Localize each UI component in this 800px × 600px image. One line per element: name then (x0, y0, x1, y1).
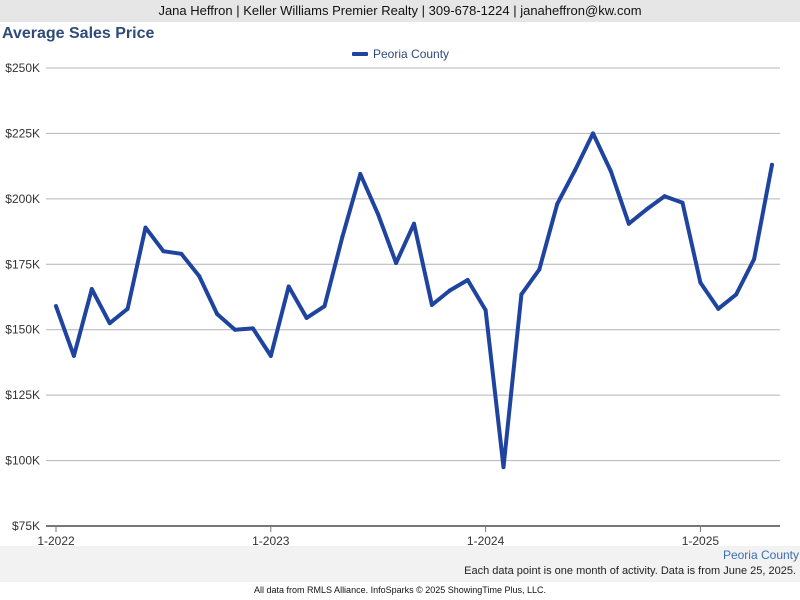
data-point (626, 221, 631, 226)
line-chart: $75K $100K $125K $150K $175K $200K $225K $250K 1… (5, 61, 780, 546)
contact-header: Jana Heffron | Keller Williams Premier R… (0, 0, 800, 22)
chart-footer-band (0, 546, 800, 582)
data-point (429, 302, 434, 307)
data-point (537, 267, 542, 272)
data-point (483, 308, 488, 313)
y-tick-label: $75K (12, 519, 40, 533)
data-point (394, 260, 399, 265)
x-tick-label: 1-2022 (37, 534, 75, 546)
data-point (591, 131, 595, 136)
data-point (358, 171, 363, 176)
data-point (233, 327, 237, 332)
data-point (197, 274, 202, 279)
data-point (304, 315, 309, 320)
data-point (322, 304, 327, 309)
data-point (501, 465, 506, 470)
data-point (107, 321, 112, 326)
legend-swatch (352, 52, 368, 56)
data-point (698, 280, 703, 285)
data-point (662, 194, 667, 199)
x-tick-label: 1-2025 (682, 534, 720, 546)
chart-title: Average Sales Price (2, 25, 155, 42)
y-tick-label: $175K (5, 257, 40, 271)
data-point (412, 221, 416, 226)
data-point (465, 277, 470, 282)
data-point (752, 257, 757, 262)
series-line (54, 131, 774, 470)
data-point (555, 202, 560, 207)
data-point (125, 306, 130, 311)
data-point (716, 306, 721, 311)
data-point (143, 225, 148, 230)
data-point (340, 234, 345, 239)
x-tick-label: 1-2023 (252, 534, 290, 546)
y-tick-label: $225K (5, 126, 40, 140)
data-point (54, 304, 58, 309)
data-credit: All data from RMLS Alliance. InfoSparks … (254, 585, 546, 595)
region-label: Peoria County (722, 548, 799, 562)
data-point (680, 200, 685, 205)
data-point (250, 326, 255, 331)
data-point (179, 251, 184, 256)
data-point (770, 162, 774, 167)
y-tick-label: $150K (5, 323, 40, 337)
data-point (734, 292, 739, 297)
data-point (215, 312, 220, 317)
x-tick-label: 1-2024 (467, 534, 505, 546)
data-point (376, 212, 381, 217)
data-point (608, 169, 613, 174)
y-tick-label: $100K (5, 454, 40, 468)
y-tick-label: $250K (5, 61, 40, 75)
data-point (644, 207, 649, 212)
y-tick-label: $200K (5, 192, 40, 206)
data-note: Each data point is one month of activity… (464, 565, 796, 577)
data-point (161, 249, 166, 254)
data-point (286, 284, 291, 289)
chart-legend: Peoria County (352, 46, 449, 62)
data-point (447, 288, 452, 293)
data-point (89, 287, 94, 292)
data-point (519, 292, 524, 297)
legend-label: Peoria County (373, 47, 450, 61)
y-tick-label: $125K (5, 388, 40, 402)
data-point (71, 353, 76, 358)
data-point (268, 353, 273, 358)
data-point (573, 168, 578, 173)
